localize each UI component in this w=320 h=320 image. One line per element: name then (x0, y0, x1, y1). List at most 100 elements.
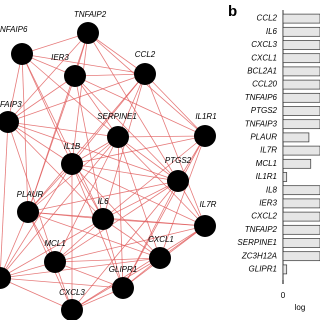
network-edge (21, 53, 119, 138)
network-edge (71, 225, 206, 311)
node-label: IL6 (97, 197, 109, 206)
bar (282, 185, 320, 196)
network-edge (144, 73, 206, 227)
network-edge (54, 225, 206, 263)
bar (282, 211, 320, 222)
bar (282, 264, 288, 275)
network-edge (0, 218, 104, 279)
network-edge (102, 218, 161, 259)
network-node (61, 299, 83, 320)
bar (282, 92, 320, 103)
network-edge (71, 163, 206, 227)
network-node (194, 215, 216, 237)
y-tick-label: CXCL1 (251, 53, 277, 62)
bar (282, 53, 320, 64)
network-edge (7, 121, 119, 138)
network-node (149, 247, 171, 269)
y-tick-label: CXCL2 (251, 212, 277, 221)
network-edge (27, 75, 76, 213)
network-edge (117, 73, 146, 138)
node-label: MCL1 (44, 239, 65, 248)
network-edge (117, 136, 161, 259)
node-label: CXCL3 (59, 288, 85, 297)
network-edge (74, 75, 104, 220)
network-node (112, 277, 134, 299)
node-label: FAIP3 (0, 100, 22, 109)
panel-label: b (228, 3, 237, 20)
network-edge (21, 53, 73, 165)
network-edge (54, 257, 161, 263)
node-label: TNFAIP2 (74, 10, 107, 19)
network-edge (71, 32, 89, 165)
x-tick-label: 0 (281, 291, 286, 300)
network-edge (0, 211, 29, 279)
bar (282, 132, 310, 143)
network-edge (87, 32, 146, 75)
network-edge (102, 180, 179, 220)
y-tick-label: ZC3H12A (241, 251, 277, 260)
node-label: IER3 (51, 53, 69, 62)
x-axis-label: log (295, 303, 306, 312)
y-tick-label: CCL20 (252, 80, 277, 89)
network-node (0, 267, 11, 289)
network-edge (102, 218, 124, 289)
bar (282, 26, 320, 37)
network-edge (0, 121, 9, 279)
network-edge (122, 135, 206, 289)
y-tick-label: GLIPR1 (249, 265, 277, 274)
network-node (92, 208, 114, 230)
y-tick-label: CXCL3 (251, 40, 277, 49)
y-tick-label: CCL2 (257, 14, 278, 23)
y-tick-label: PTGS2 (251, 106, 278, 115)
network-edge (159, 135, 206, 259)
network-edge (87, 32, 179, 182)
network-node (64, 65, 86, 87)
network-node (167, 170, 189, 192)
y-tick-label: IL6 (266, 27, 278, 36)
network-edge (21, 32, 89, 55)
network-edge (117, 136, 206, 227)
network-node (194, 125, 216, 147)
node-label: IL1R1 (195, 112, 216, 121)
network-edge (0, 277, 73, 311)
network-edge (74, 73, 146, 77)
network-edge (117, 135, 206, 138)
network-edge (7, 121, 73, 165)
network-edge (7, 73, 146, 123)
network-edge (71, 163, 161, 259)
node-label: CCL2 (135, 50, 156, 59)
network-edge (7, 53, 23, 123)
network-edge (54, 180, 179, 263)
node-label: IL1B (64, 142, 81, 151)
bar (282, 198, 320, 209)
network-node (0, 111, 19, 133)
network-edge (71, 73, 146, 165)
node-label: NFAIP6 (0, 25, 28, 34)
node-label: PTGS2 (165, 156, 192, 165)
node-label: GLIPR1 (109, 265, 137, 274)
network-edge (0, 277, 124, 289)
bar (282, 79, 320, 90)
network-edge (0, 163, 73, 279)
network-edge (74, 75, 179, 182)
y-tick-label: MCL1 (256, 159, 277, 168)
node-label: PLAUR (17, 190, 44, 199)
y-tick-label: TNFAIP2 (245, 225, 278, 234)
y-tick-label: IL1R1 (256, 172, 277, 181)
bar (282, 13, 320, 24)
network-edge (71, 163, 179, 182)
network-node (17, 201, 39, 223)
network-node (134, 63, 156, 85)
network-node (107, 126, 129, 148)
network-node (61, 153, 83, 175)
bar (282, 119, 320, 130)
network-edge (27, 180, 179, 213)
network-node (77, 22, 99, 44)
network-edge (0, 257, 161, 279)
network-edge (102, 218, 206, 227)
network-edge (7, 121, 56, 263)
y-tick-label: TNFAIP3 (245, 119, 278, 128)
network-edge (122, 180, 179, 289)
network-node (44, 251, 66, 273)
bar (282, 145, 320, 156)
